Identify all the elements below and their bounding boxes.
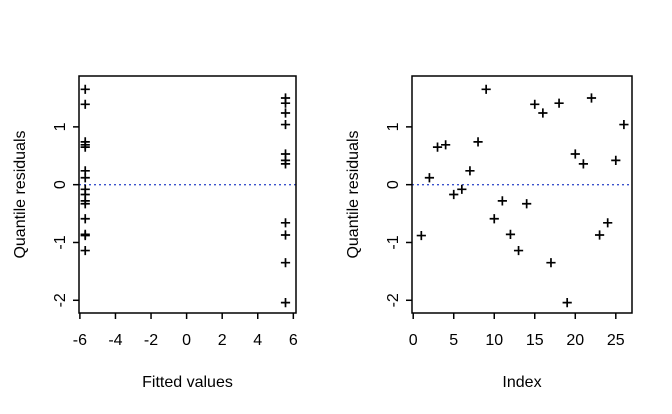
x-axis-tick-label: 0 (182, 332, 191, 349)
data-point-marker (280, 119, 291, 130)
data-point-marker (280, 218, 291, 228)
data-point-marker (80, 245, 90, 256)
data-point-marker (80, 199, 90, 209)
data-point-marker (80, 230, 90, 241)
x-axis-tick-label: 15 (526, 332, 544, 349)
data-point-marker (80, 84, 90, 94)
x-axis-tick-label: 5 (449, 332, 458, 349)
data-point-marker (562, 297, 572, 308)
data-point-marker (280, 98, 291, 108)
x-axis-tick-label: 2 (218, 332, 227, 349)
data-point-marker (465, 166, 475, 176)
data-point-marker (546, 258, 556, 268)
y-axis-title-left: Quantile residuals (12, 130, 29, 258)
y-axis-tick-label: 0 (52, 180, 69, 189)
data-point-marker (280, 297, 291, 308)
x-axis-tick-label: -6 (73, 332, 87, 349)
x-axis-title-fitted-values: Fitted values (142, 374, 233, 391)
data-point-marker (280, 230, 291, 240)
data-point-marker (80, 99, 90, 109)
data-point-marker (80, 142, 90, 152)
data-point-marker (457, 184, 467, 194)
x-axis-tick-label: 4 (253, 332, 262, 349)
data-point-marker (603, 218, 613, 228)
fitted-values-plot: -6 -4 -2 0 2 4 6 -2 -1 0 1 (52, 75, 298, 349)
data-point-marker (619, 119, 629, 130)
data-point-marker (538, 108, 548, 118)
data-point-marker (505, 229, 516, 239)
x-axis-tick-label: 6 (289, 332, 298, 349)
data-point-marker (416, 230, 426, 241)
y-axis-tick-label: -2 (52, 293, 69, 307)
data-point-marker (481, 84, 491, 94)
data-point-marker (554, 98, 564, 108)
data-point-marker (570, 149, 580, 159)
y-axis-title-right: Quantile residuals (345, 130, 362, 258)
y-axis-tick-label: 0 (385, 180, 402, 189)
data-point-marker (432, 142, 443, 152)
data-point-marker (586, 93, 597, 103)
y-axis-tick-label: 1 (52, 122, 69, 131)
data-point-marker (530, 99, 540, 109)
y-axis-tick-label: -1 (385, 235, 402, 249)
data-point-marker (473, 137, 483, 147)
x-axis-tick-label: -4 (108, 332, 122, 349)
x-axis-tick-label: 25 (607, 332, 625, 349)
data-point-marker (497, 196, 507, 206)
data-point-marker (522, 199, 532, 209)
data-point-marker (280, 258, 291, 268)
data-point-marker (513, 245, 524, 256)
x-axis-tick-label: 20 (566, 332, 584, 349)
data-point-marker (449, 189, 459, 200)
x-axis-tick-label: 10 (485, 332, 503, 349)
data-point-marker (441, 140, 451, 150)
x-axis-tick-label: -2 (144, 332, 158, 349)
data-point-marker (80, 214, 90, 224)
data-point-marker (280, 108, 291, 118)
data-point-marker (594, 230, 605, 240)
y-axis-tick-label: 1 (385, 122, 402, 131)
x-axis-title-index: Index (502, 374, 541, 391)
y-axis-tick-label: -2 (385, 293, 402, 307)
data-point-marker (578, 159, 588, 169)
data-point-marker (280, 159, 291, 169)
y-axis-tick-label: -1 (52, 235, 69, 249)
data-point-marker (489, 214, 499, 224)
index-plot: 0 5 10 15 20 25 -2 -1 0 1 (385, 75, 633, 349)
data-point-marker (80, 173, 90, 183)
plot-box (78, 75, 297, 314)
data-point-marker (611, 155, 621, 165)
plot-box (411, 75, 633, 314)
x-axis-tick-label: 0 (409, 332, 418, 349)
data-point-marker (424, 173, 435, 183)
